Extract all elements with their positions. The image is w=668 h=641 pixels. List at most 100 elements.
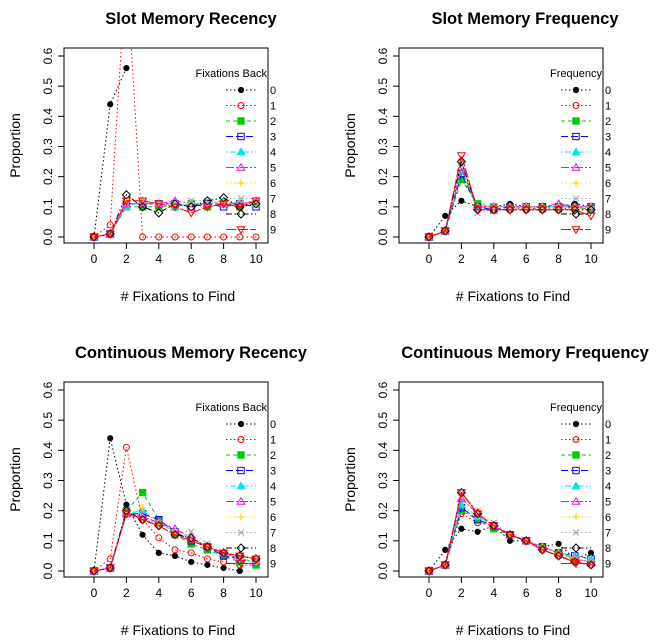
legend-label: 2 [270, 116, 276, 128]
legend-marker [237, 420, 245, 428]
x-axis: 0 2 4 6 8 10 [426, 242, 598, 266]
data-point [123, 64, 130, 72]
data-point [202, 196, 213, 206]
x-tick-label: 6 [188, 586, 195, 600]
x-axis-label: # Fixations to Find [121, 622, 235, 638]
y-tick-label: 0.2 [41, 502, 55, 519]
legend-label: 4 [605, 147, 611, 159]
x-tick-label: 2 [458, 252, 465, 266]
x-tick-label: 0 [91, 252, 98, 266]
legend-label: 9 [270, 558, 276, 570]
data-point [154, 200, 164, 209]
legend-label: 8 [270, 543, 276, 555]
legend-label: 3 [270, 465, 276, 477]
data-point [155, 549, 162, 557]
x-tick-label: 6 [523, 586, 530, 600]
legend-entry-5: 5 [561, 162, 611, 174]
data-point [521, 537, 531, 546]
y-tick-label: 0.2 [41, 168, 55, 185]
y-tick-label: 0.4 [41, 442, 55, 459]
x-tick-label: 4 [490, 252, 497, 266]
data-point [424, 233, 434, 242]
y-tick-label: 0.0 [376, 562, 390, 579]
legend-marker [236, 543, 246, 553]
y-tick-label: 0.2 [376, 502, 390, 519]
legend-marker [236, 496, 246, 505]
data-point [171, 546, 179, 554]
data-point [187, 233, 195, 241]
legend-marker [237, 451, 245, 459]
data-point [456, 152, 467, 161]
legend-marker [236, 209, 246, 219]
data-point [220, 558, 228, 566]
data-point [107, 435, 114, 442]
chart-title: Continuous Memory Frequency [401, 344, 649, 362]
legend-label: 8 [270, 209, 276, 221]
data-point [154, 208, 164, 218]
data-point [139, 504, 147, 512]
x-axis-label: # Fixations to Find [456, 622, 570, 638]
series-line [93, 203, 257, 238]
data-point [235, 203, 245, 212]
legend-label: 2 [605, 450, 611, 462]
x-tick-label: 0 [426, 252, 433, 266]
legend-label: 1 [605, 434, 611, 446]
y-tick-label: 0.2 [376, 168, 390, 185]
legend-marker [571, 147, 581, 156]
series-line [93, 200, 257, 238]
y-tick-label: 0.5 [376, 412, 390, 429]
data-point [171, 552, 179, 560]
legend-marker [237, 513, 245, 521]
legend-entry-9: 9 [226, 558, 276, 570]
legend-title: Frequency [550, 402, 602, 414]
data-point [122, 443, 130, 451]
x-tick-label: 10 [584, 252, 598, 266]
legend-label: 9 [605, 224, 611, 236]
data-point [187, 549, 195, 557]
legend-marker [572, 466, 580, 475]
y-tick-label: 0.1 [41, 198, 55, 215]
data-point [105, 230, 115, 239]
legend-label: 6 [270, 178, 276, 190]
legend-marker [236, 481, 246, 490]
legend-marker [572, 436, 580, 443]
data-point [186, 537, 196, 546]
legend-label: 4 [270, 481, 276, 493]
y-tick-label: 0.6 [376, 47, 390, 64]
data-point [440, 227, 450, 236]
data-point [139, 531, 146, 538]
data-point [236, 233, 244, 241]
legend-entry-6: 6 [561, 512, 611, 524]
data-point [505, 531, 515, 540]
legend-entry-1: 1 [561, 100, 611, 112]
legend-marker [237, 86, 245, 94]
x-tick-label: 8 [220, 252, 227, 266]
data-point [586, 212, 596, 221]
y-tick-label: 0.0 [376, 228, 390, 245]
y-tick-label: 0.4 [41, 108, 55, 125]
x-tick-label: 4 [155, 586, 162, 600]
legend-label: 1 [270, 434, 276, 446]
legend-entry-4: 4 [226, 147, 276, 159]
series-6 [425, 492, 595, 575]
data-point [218, 549, 229, 558]
y-axis: 0.0 0.1 0.2 0.3 0.4 0.5 0.6 [41, 381, 65, 579]
legend-entry-1: 1 [226, 100, 276, 112]
y-axis-label: Proportion [342, 447, 358, 512]
legend-label: 7 [605, 193, 611, 205]
legend-label: 0 [605, 85, 611, 97]
legend-marker [571, 481, 581, 490]
chart-title: Slot Memory Frequency [431, 10, 619, 28]
legend-label: 8 [605, 543, 611, 555]
data-point [236, 567, 243, 575]
x-tick-label: 10 [584, 586, 598, 600]
data-point [105, 564, 115, 573]
legend-entry-4: 4 [226, 481, 276, 493]
data-point [202, 203, 213, 212]
y-tick-label: 0.3 [376, 138, 390, 155]
series-0 [90, 64, 130, 241]
series-line [93, 513, 257, 572]
